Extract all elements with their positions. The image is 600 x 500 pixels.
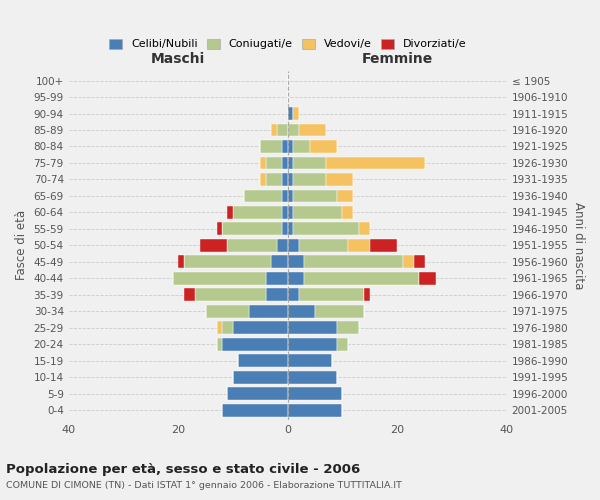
Bar <box>287 305 315 318</box>
Y-axis label: Anni di nascita: Anni di nascita <box>572 202 585 289</box>
Bar <box>260 156 266 170</box>
Bar <box>194 288 266 302</box>
Bar <box>419 272 436 285</box>
Bar <box>266 288 287 302</box>
Bar <box>287 107 293 120</box>
Bar <box>287 222 293 235</box>
Bar <box>200 239 227 252</box>
Bar <box>260 173 266 186</box>
Bar <box>233 322 287 334</box>
Text: COMUNE DI CIMONE (TN) - Dati ISTAT 1° gennaio 2006 - Elaborazione TUTTITALIA.IT: COMUNE DI CIMONE (TN) - Dati ISTAT 1° ge… <box>6 481 402 490</box>
Bar <box>233 206 282 219</box>
Bar <box>282 140 287 153</box>
Bar <box>244 190 282 202</box>
Bar <box>222 338 287 350</box>
Bar <box>337 190 353 202</box>
Bar <box>271 124 277 136</box>
Bar <box>217 222 222 235</box>
Bar <box>413 256 425 268</box>
Bar <box>364 288 370 302</box>
Bar <box>287 206 293 219</box>
Bar <box>282 173 287 186</box>
Bar <box>287 272 304 285</box>
Bar <box>304 256 403 268</box>
Bar <box>287 124 299 136</box>
Bar <box>299 239 348 252</box>
Bar <box>337 338 348 350</box>
Bar <box>282 156 287 170</box>
Bar <box>287 338 337 350</box>
Bar <box>287 239 299 252</box>
Bar <box>282 206 287 219</box>
Bar <box>370 239 397 252</box>
Bar <box>222 404 287 416</box>
Bar <box>184 288 194 302</box>
Text: Maschi: Maschi <box>151 52 205 66</box>
Bar <box>227 239 277 252</box>
Bar <box>266 173 282 186</box>
Bar <box>293 190 337 202</box>
Bar <box>293 206 343 219</box>
Bar <box>206 305 250 318</box>
Bar <box>293 173 326 186</box>
Bar <box>348 239 370 252</box>
Bar <box>326 156 425 170</box>
Bar <box>238 354 287 367</box>
Bar <box>293 156 326 170</box>
Bar <box>227 388 287 400</box>
Bar <box>277 124 287 136</box>
Bar <box>287 156 293 170</box>
Bar <box>184 256 271 268</box>
Bar <box>266 272 287 285</box>
Bar <box>310 140 337 153</box>
Bar <box>293 140 310 153</box>
Bar <box>173 272 266 285</box>
Bar <box>293 222 359 235</box>
Bar <box>217 322 222 334</box>
Bar <box>315 305 364 318</box>
Bar <box>266 156 282 170</box>
Bar <box>287 173 293 186</box>
Bar <box>287 371 337 384</box>
Bar <box>299 124 326 136</box>
Bar <box>287 190 293 202</box>
Bar <box>287 404 343 416</box>
Bar <box>282 222 287 235</box>
Bar <box>287 388 343 400</box>
Bar <box>287 322 337 334</box>
Bar <box>337 322 359 334</box>
Bar <box>287 288 299 302</box>
Bar <box>293 107 299 120</box>
Bar <box>287 256 304 268</box>
Bar <box>178 256 184 268</box>
Bar <box>326 173 353 186</box>
Bar <box>222 222 282 235</box>
Bar <box>282 190 287 202</box>
Text: Femmine: Femmine <box>362 52 433 66</box>
Bar <box>233 371 287 384</box>
Bar <box>287 354 331 367</box>
Bar <box>271 256 287 268</box>
Y-axis label: Fasce di età: Fasce di età <box>15 210 28 280</box>
Text: Popolazione per età, sesso e stato civile - 2006: Popolazione per età, sesso e stato civil… <box>6 462 360 475</box>
Bar <box>250 305 287 318</box>
Bar <box>403 256 413 268</box>
Bar <box>299 288 364 302</box>
Bar <box>277 239 287 252</box>
Bar <box>287 140 293 153</box>
Bar <box>222 322 233 334</box>
Bar <box>304 272 419 285</box>
Bar <box>227 206 233 219</box>
Bar <box>359 222 370 235</box>
Bar <box>343 206 353 219</box>
Bar <box>217 338 222 350</box>
Bar <box>260 140 282 153</box>
Legend: Celibi/Nubili, Coniugati/e, Vedovi/e, Divorziati/e: Celibi/Nubili, Coniugati/e, Vedovi/e, Di… <box>104 34 471 54</box>
